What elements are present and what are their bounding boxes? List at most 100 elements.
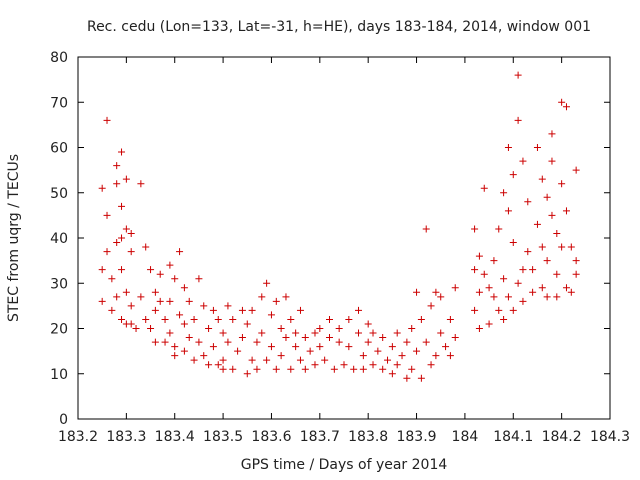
data-point	[393, 329, 401, 337]
data-point	[408, 365, 416, 373]
data-point	[422, 225, 430, 233]
data-point	[572, 257, 580, 265]
data-point	[103, 116, 111, 124]
data-point	[113, 293, 121, 301]
x-tick-label: 183.5	[203, 429, 243, 445]
data-point	[277, 352, 285, 360]
data-point	[229, 365, 237, 373]
data-point	[471, 266, 479, 274]
data-point	[180, 284, 188, 292]
data-point	[359, 352, 367, 360]
data-point	[171, 352, 179, 360]
data-point	[519, 297, 527, 305]
data-point	[548, 211, 556, 219]
data-point	[258, 293, 266, 301]
y-tick-label: 60	[50, 141, 68, 157]
data-point	[137, 180, 145, 188]
data-point	[519, 157, 527, 165]
x-tick-label: 184	[452, 429, 479, 445]
data-point	[335, 338, 343, 346]
data-point	[200, 352, 208, 360]
data-point	[108, 306, 116, 314]
data-point	[118, 202, 126, 210]
data-point	[113, 239, 121, 247]
data-point	[200, 302, 208, 310]
data-point	[190, 356, 198, 364]
data-point	[480, 270, 488, 278]
data-point	[475, 288, 483, 296]
data-point	[519, 266, 527, 274]
data-point	[127, 229, 135, 237]
data-point	[388, 370, 396, 378]
data-point	[538, 284, 546, 292]
data-point	[171, 343, 179, 351]
data-point	[427, 302, 435, 310]
data-point	[509, 171, 517, 179]
data-point	[529, 288, 537, 296]
data-point	[504, 293, 512, 301]
data-point	[137, 293, 145, 301]
data-point	[296, 356, 304, 364]
y-tick-label: 70	[50, 95, 68, 111]
data-point	[485, 284, 493, 292]
data-point	[422, 338, 430, 346]
data-point	[166, 329, 174, 337]
data-point	[548, 130, 556, 138]
y-tick-label: 10	[50, 367, 68, 383]
data-point	[118, 148, 126, 156]
data-point	[562, 284, 570, 292]
data-point	[437, 329, 445, 337]
data-point	[524, 248, 532, 256]
data-point	[190, 315, 198, 323]
data-point	[509, 306, 517, 314]
data-point	[471, 225, 479, 233]
x-axis-label: GPS time / Days of year 2014	[241, 457, 448, 473]
data-point	[379, 365, 387, 373]
data-point	[524, 198, 532, 206]
data-point	[345, 343, 353, 351]
y-axis-ticks: 0 10 20 30 40 50 60 70 80	[50, 50, 610, 428]
data-point	[514, 279, 522, 287]
data-point	[267, 311, 275, 319]
data-point	[171, 275, 179, 283]
data-points	[98, 71, 580, 382]
data-point	[263, 279, 271, 287]
data-point	[219, 365, 227, 373]
data-point	[350, 365, 358, 373]
data-point	[514, 71, 522, 79]
data-point	[393, 361, 401, 369]
data-point	[500, 315, 508, 323]
data-point	[369, 329, 377, 337]
data-point	[325, 334, 333, 342]
data-point	[224, 302, 232, 310]
data-point	[543, 193, 551, 201]
data-point	[538, 243, 546, 251]
data-point	[408, 325, 416, 332]
data-point	[248, 306, 256, 314]
data-point	[127, 302, 135, 310]
x-tick-label: 183.9	[396, 429, 436, 445]
data-point	[263, 356, 271, 364]
data-point	[301, 334, 309, 342]
y-tick-label: 0	[59, 412, 68, 428]
x-tick-label: 184.1	[493, 429, 533, 445]
x-tick-label: 184.3	[590, 429, 630, 445]
x-tick-label: 183.8	[348, 429, 388, 445]
data-point	[558, 180, 566, 188]
data-point	[98, 184, 106, 192]
data-point	[142, 243, 150, 251]
data-point	[209, 343, 217, 351]
data-point	[529, 266, 537, 274]
data-point	[122, 288, 130, 296]
data-point	[442, 343, 450, 351]
data-point	[384, 356, 392, 364]
data-point	[567, 288, 575, 296]
data-point	[475, 325, 483, 332]
data-point	[185, 334, 193, 342]
x-tick-label: 183.7	[300, 429, 340, 445]
data-point	[205, 361, 213, 369]
data-point	[118, 266, 126, 274]
data-point	[142, 315, 150, 323]
data-point	[277, 325, 285, 332]
